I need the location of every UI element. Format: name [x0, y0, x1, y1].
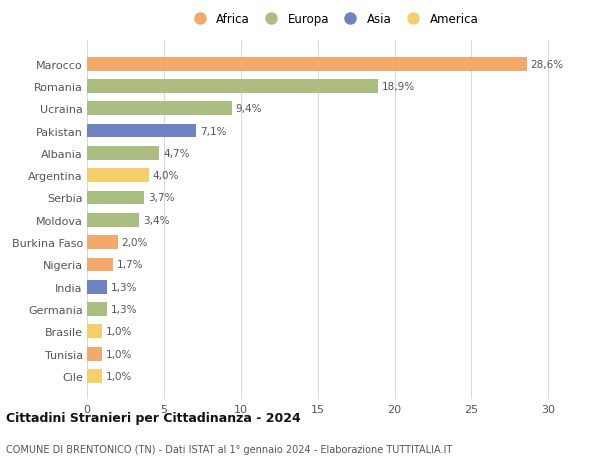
Bar [87, 57, 527, 72]
Bar [87, 80, 377, 94]
Text: 4,0%: 4,0% [152, 171, 179, 181]
Text: 7,1%: 7,1% [200, 126, 227, 136]
Text: 2,0%: 2,0% [122, 238, 148, 247]
Text: 18,9%: 18,9% [382, 82, 415, 92]
Text: 1,3%: 1,3% [111, 282, 137, 292]
Bar [87, 213, 139, 227]
Text: 3,4%: 3,4% [143, 215, 170, 225]
Bar [87, 302, 107, 316]
Bar [87, 258, 113, 272]
Bar [87, 280, 107, 294]
Bar [87, 325, 103, 339]
Bar [87, 102, 232, 116]
Bar [87, 124, 196, 138]
Text: 1,0%: 1,0% [106, 349, 133, 359]
Text: 28,6%: 28,6% [530, 60, 563, 69]
Bar [87, 369, 103, 383]
Text: 1,7%: 1,7% [117, 260, 143, 270]
Text: Cittadini Stranieri per Cittadinanza - 2024: Cittadini Stranieri per Cittadinanza - 2… [6, 412, 301, 425]
Text: 3,7%: 3,7% [148, 193, 174, 203]
Bar [87, 169, 149, 183]
Bar [87, 191, 144, 205]
Text: 1,3%: 1,3% [111, 304, 137, 314]
Bar [87, 347, 103, 361]
Text: 4,7%: 4,7% [163, 149, 190, 158]
Text: 9,4%: 9,4% [235, 104, 262, 114]
Bar [87, 235, 118, 250]
Bar [87, 146, 159, 161]
Text: 1,0%: 1,0% [106, 371, 133, 381]
Text: 1,0%: 1,0% [106, 327, 133, 336]
Text: COMUNE DI BRENTONICO (TN) - Dati ISTAT al 1° gennaio 2024 - Elaborazione TUTTITA: COMUNE DI BRENTONICO (TN) - Dati ISTAT a… [6, 444, 452, 454]
Legend: Africa, Europa, Asia, America: Africa, Europa, Asia, America [185, 11, 481, 28]
